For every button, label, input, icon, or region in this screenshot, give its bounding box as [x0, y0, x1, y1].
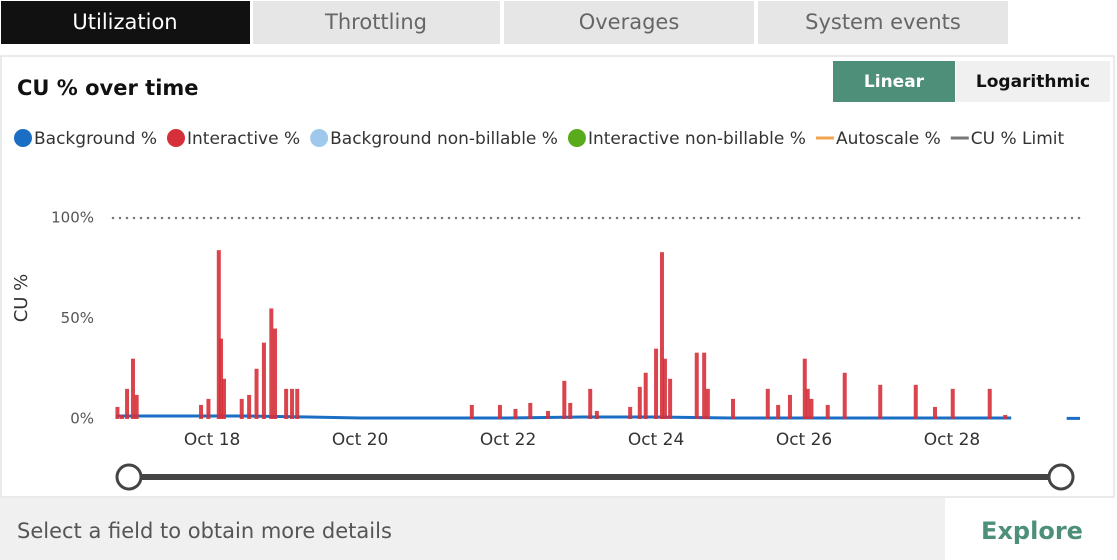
chart-panel [0, 55, 1115, 498]
details-bar [0, 498, 945, 560]
legend-label: CU % Limit [971, 129, 1065, 149]
bar [842, 372, 847, 419]
bar [802, 358, 807, 419]
bar [273, 328, 278, 419]
bar [913, 384, 918, 419]
series-line [115, 414, 1080, 420]
bar [199, 404, 204, 419]
bar [513, 408, 518, 419]
bar [702, 352, 707, 419]
bar [130, 358, 135, 419]
bar [206, 398, 211, 419]
bar [269, 308, 274, 419]
bar [878, 384, 883, 419]
bar [1003, 414, 1008, 419]
scale-toggle-label[interactable]: Logarithmic [976, 72, 1090, 92]
scale-toggle-label[interactable]: Linear [864, 72, 925, 92]
tab[interactable] [253, 1, 500, 44]
bar [261, 342, 266, 419]
bar [594, 410, 599, 419]
tab[interactable] [758, 1, 1008, 44]
bar [776, 404, 781, 419]
bar [528, 402, 533, 419]
y-tick-label: 50% [61, 309, 94, 327]
legend-label: Interactive % [187, 129, 300, 149]
bar [221, 378, 226, 419]
details-text: Select a field to obtain more details [17, 519, 392, 543]
bar [239, 398, 244, 419]
bar [568, 402, 573, 419]
chart-title: CU % over time [17, 76, 199, 100]
x-tick-label: Oct 26 [776, 430, 832, 450]
plot: Background % Interactive % Background non-… [14, 129, 1082, 450]
bar [247, 394, 252, 419]
bar [637, 386, 642, 419]
bar [825, 404, 830, 419]
tab-label[interactable]: System events [805, 10, 961, 34]
bar [588, 388, 593, 419]
bar [731, 398, 736, 419]
bar [115, 406, 120, 419]
tab-label[interactable]: Overages [579, 10, 680, 34]
legend-label: Background % [34, 129, 157, 149]
y-tick-label: 100% [51, 209, 94, 227]
bar [668, 378, 673, 419]
x-tick-label: Oct 18 [184, 430, 240, 450]
bar [497, 404, 502, 419]
bar [290, 388, 295, 419]
scale-toggle[interactable] [833, 61, 955, 102]
legend-marker [166, 129, 185, 147]
bar [134, 394, 139, 419]
legend-marker [310, 129, 329, 147]
explore-button[interactable]: Explore [981, 517, 1083, 545]
legend-label: Background non-billable % [330, 129, 558, 149]
bar [809, 398, 814, 419]
bar [705, 388, 710, 419]
legend-label: Interactive non-billable % [588, 129, 806, 149]
scale-toggle[interactable] [956, 61, 1110, 102]
x-tick-label: Oct 28 [924, 430, 980, 450]
tab[interactable] [504, 1, 754, 44]
tab-label[interactable]: Throttling [324, 10, 427, 34]
bar [950, 388, 955, 419]
bar [254, 368, 259, 419]
bar [662, 358, 667, 419]
bar [987, 388, 992, 419]
bar [932, 406, 937, 419]
bar [295, 388, 300, 419]
bar [694, 352, 699, 419]
bar [216, 250, 221, 419]
bar [284, 388, 289, 419]
y-tick-label: 0% [70, 410, 94, 428]
legend-marker [14, 129, 32, 147]
bar [546, 410, 551, 419]
bar [119, 414, 124, 419]
bar [805, 388, 810, 419]
x-tick-label: Oct 20 [332, 430, 388, 450]
bar [219, 338, 224, 419]
legend-marker [567, 129, 586, 147]
legend-label: Autoscale % [836, 129, 941, 149]
x-tick-label: Oct 24 [628, 430, 684, 450]
bar [125, 388, 130, 419]
bar [659, 252, 664, 419]
bar [787, 394, 792, 419]
bar [654, 348, 659, 419]
bar [562, 380, 567, 419]
bar [765, 388, 770, 419]
tab-label[interactable]: Utilization [72, 10, 177, 34]
range-slider-handle[interactable] [115, 463, 143, 491]
bar [469, 404, 474, 419]
x-tick-label: Oct 22 [480, 430, 536, 450]
bar [628, 406, 633, 419]
range-slider-handle[interactable] [1047, 463, 1075, 491]
y-axis-label: CU % [11, 274, 32, 323]
tab[interactable] [1, 1, 250, 44]
bar [643, 372, 648, 419]
